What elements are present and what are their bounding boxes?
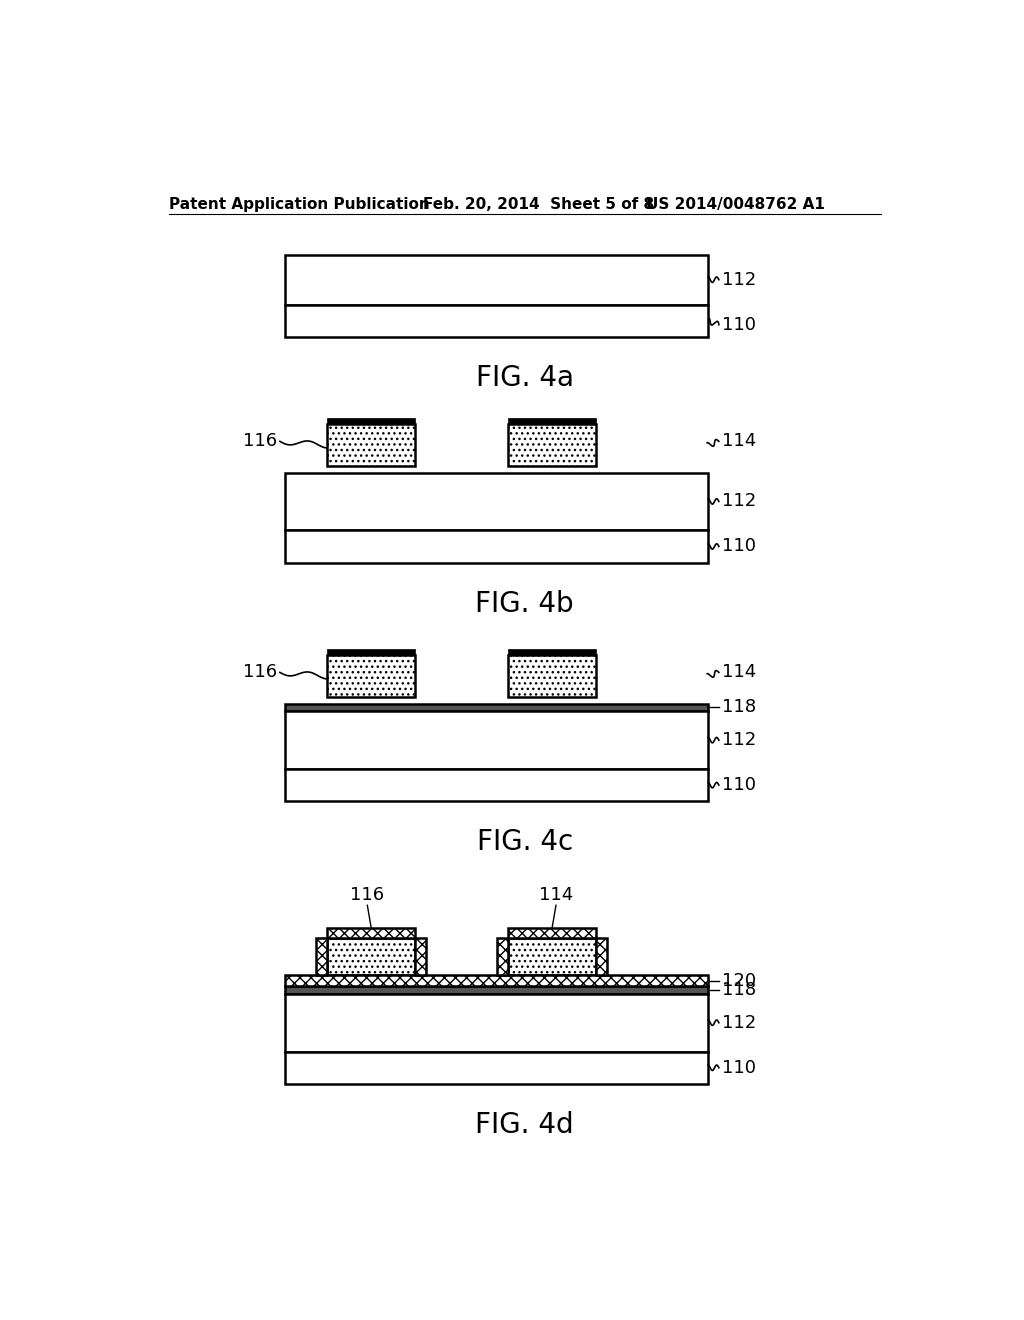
Bar (285, 986, 708, 994)
Text: 112: 112 (722, 731, 756, 750)
Bar (285, 704, 708, 711)
Bar (285, 1052, 708, 1084)
Bar (416, 939, 426, 975)
Bar (508, 655, 596, 697)
Text: 110: 110 (722, 537, 756, 556)
Bar (497, 939, 508, 975)
Bar (316, 939, 327, 975)
Text: 118: 118 (722, 698, 756, 717)
Bar (327, 939, 416, 975)
Text: 112: 112 (722, 1014, 756, 1032)
Bar (285, 473, 708, 531)
Bar (285, 531, 708, 562)
Bar (285, 770, 708, 801)
Text: US 2014/0048762 A1: US 2014/0048762 A1 (646, 197, 825, 213)
Text: 120: 120 (722, 972, 756, 990)
Text: FIG. 4b: FIG. 4b (475, 590, 574, 618)
Text: 110: 110 (722, 776, 756, 795)
Bar (285, 255, 708, 305)
Text: 116: 116 (243, 433, 276, 450)
Text: 112: 112 (722, 271, 756, 289)
Text: FIG. 4c: FIG. 4c (477, 829, 572, 857)
Text: FIG. 4a: FIG. 4a (476, 364, 573, 392)
Bar (327, 655, 416, 697)
Bar (508, 649, 596, 655)
Text: 116: 116 (243, 664, 276, 681)
Bar (508, 418, 596, 424)
Bar (327, 649, 416, 655)
Text: 118: 118 (722, 981, 756, 999)
Text: 114: 114 (722, 664, 756, 681)
Bar (327, 424, 416, 466)
Text: 110: 110 (722, 315, 756, 334)
Text: FIG. 4d: FIG. 4d (475, 1111, 574, 1139)
Bar (285, 711, 708, 770)
Bar (285, 994, 708, 1052)
Text: 110: 110 (722, 1059, 756, 1077)
Text: 114: 114 (539, 886, 573, 904)
Bar (596, 939, 607, 975)
Bar (327, 418, 416, 424)
Bar (508, 939, 596, 975)
Bar (508, 928, 596, 939)
Text: 112: 112 (722, 492, 756, 511)
Text: Patent Application Publication: Patent Application Publication (169, 197, 430, 213)
Text: 116: 116 (350, 886, 384, 904)
Bar (508, 424, 596, 466)
Bar (285, 975, 708, 986)
Bar (327, 928, 416, 939)
Text: 114: 114 (722, 433, 756, 450)
Bar (285, 305, 708, 337)
Text: Feb. 20, 2014  Sheet 5 of 8: Feb. 20, 2014 Sheet 5 of 8 (423, 197, 654, 213)
